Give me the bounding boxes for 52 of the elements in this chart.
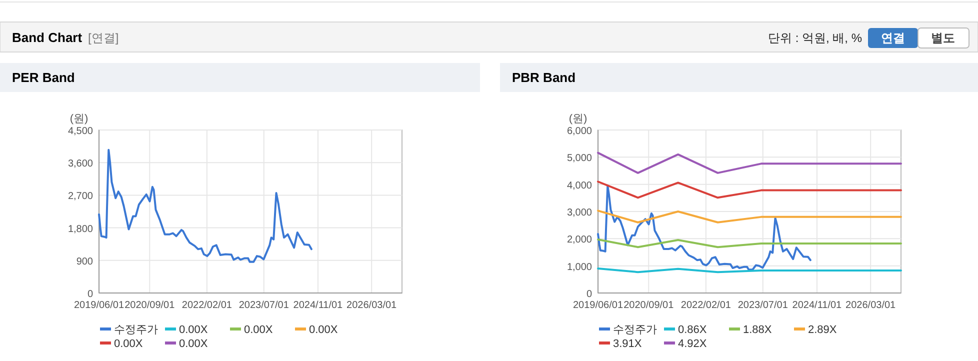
y-tick-label: 0 <box>586 289 592 300</box>
x-tick-label: 2026/03/01 <box>846 300 896 311</box>
y-tick-label: 5,000 <box>566 153 592 164</box>
legend-label: 2.89X <box>808 324 838 336</box>
x-tick-label: 2022/02/01 <box>680 300 732 311</box>
legend-label: 0.00X <box>179 338 208 350</box>
y-tick-label: 4,000 <box>566 180 592 192</box>
legend-label: 0.00X <box>179 324 208 336</box>
legend-label: 0.86X <box>678 324 708 336</box>
y-tick-label: 3,000 <box>566 208 592 218</box>
legend-label: 3.91X <box>613 338 642 350</box>
legend-label: 수정주가 <box>114 324 158 336</box>
legend-label: 수정주가 <box>613 324 657 336</box>
legend-label: 0.00X <box>244 324 274 336</box>
line-series <box>597 210 902 224</box>
x-tick-label: 2022/02/01 <box>182 300 232 311</box>
text: 단위 : 억원, 배, % <box>768 31 862 45</box>
line-series <box>597 238 902 248</box>
text: 별도 <box>931 31 955 45</box>
chart-title: PER Band <box>12 70 75 85</box>
y-tick-label: 0 <box>87 289 94 300</box>
y-tick-label: 2,700 <box>68 191 94 202</box>
x-tick-label: 2023/07/01 <box>738 300 788 311</box>
legend-label: 4.92X <box>678 338 708 350</box>
line-series <box>597 180 902 199</box>
x-tick-label: 2019/06/01 <box>572 300 624 311</box>
x-tick-label: 2023/07/01 <box>238 300 290 311</box>
legend-label: 0.00X <box>114 338 144 350</box>
y-tick-label: 6,000 <box>566 126 592 137</box>
y-tick-label: 900 <box>76 256 94 268</box>
y-axis-title: (원) <box>568 113 588 125</box>
x-tick-label: 2026/03/01 <box>346 300 398 311</box>
line-series <box>597 184 812 271</box>
text: Band Chart <box>12 30 83 45</box>
y-tick-label: 2,000 <box>566 234 592 246</box>
y-tick-label: 3,600 <box>68 158 94 170</box>
x-tick-label: 2020/09/01 <box>624 300 674 311</box>
x-tick-label: 2024/11/01 <box>293 300 344 311</box>
y-tick-label: 1,800 <box>68 224 94 235</box>
line-series <box>597 152 902 174</box>
y-axis-title: (원) <box>70 113 88 125</box>
line-series <box>98 148 312 263</box>
y-tick-label: 4,500 <box>68 126 94 137</box>
x-tick-label: 2024/11/01 <box>792 300 842 311</box>
legend-label: 1.88X <box>743 324 772 336</box>
chart-title: PBR Band <box>512 70 576 85</box>
x-tick-label: 2020/09/01 <box>124 300 176 311</box>
legend-label: 0.00X <box>309 324 338 336</box>
y-tick-label: 1,000 <box>566 262 592 273</box>
x-tick-label: 2019/06/01 <box>74 300 124 311</box>
text: [연결] <box>88 31 119 45</box>
text: 연결 <box>881 31 905 45</box>
